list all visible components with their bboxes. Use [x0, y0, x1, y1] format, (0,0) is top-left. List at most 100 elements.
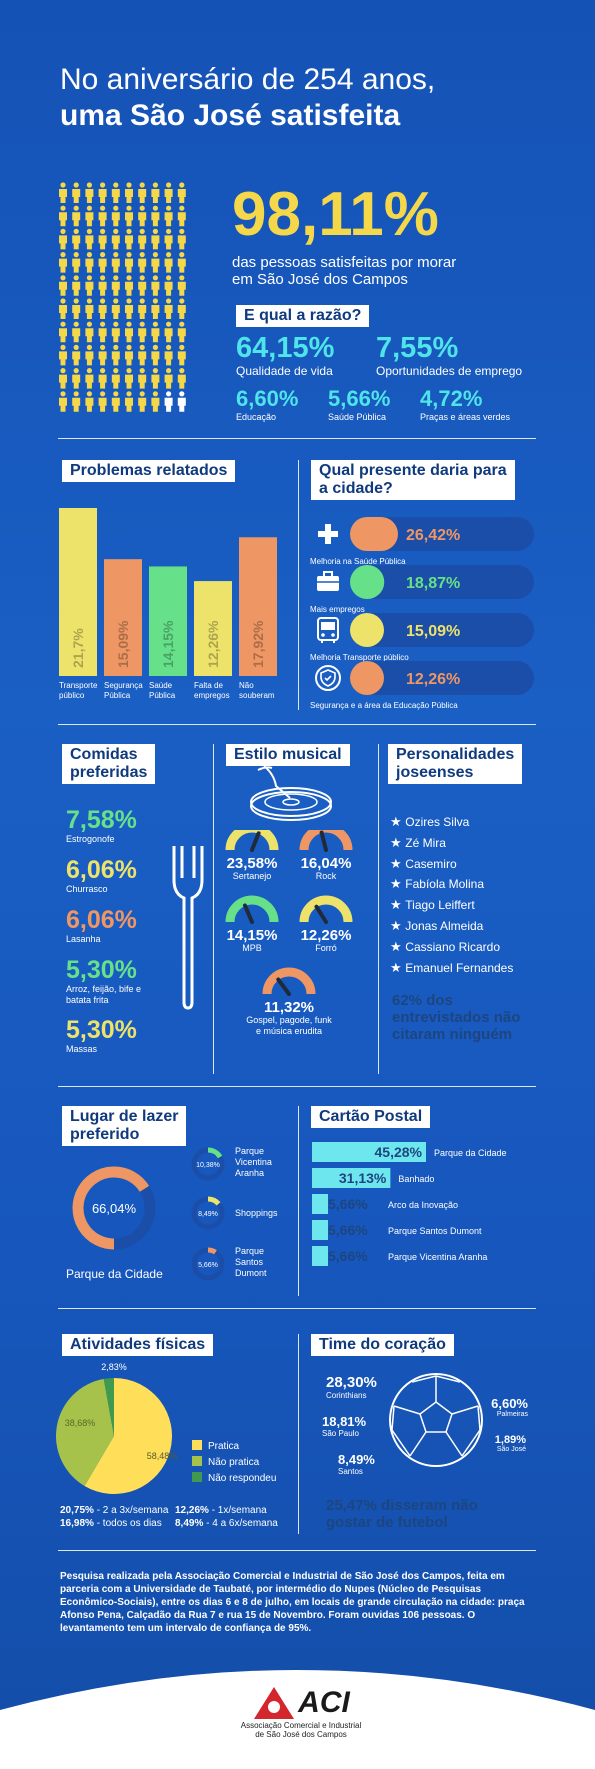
gift-value: 18,87% — [406, 575, 460, 592]
bar-value-label: 15,09% — [115, 620, 131, 668]
pill-fill — [350, 565, 385, 599]
legend-label: Pratica — [208, 1441, 240, 1452]
music-label: Sertanejo — [233, 871, 272, 881]
personality-item: ★ Ozires Silva — [390, 814, 469, 830]
person-icon — [98, 275, 107, 296]
person-icon — [72, 298, 81, 319]
legend-swatch — [192, 1456, 202, 1466]
reason-1-label: Qualidade de vida — [236, 364, 333, 378]
person-icon — [177, 205, 186, 227]
personality-name: Cassiano Ricardo — [405, 939, 500, 954]
person-icon — [125, 344, 133, 366]
person-icon — [164, 344, 173, 366]
person-icon — [59, 298, 67, 319]
person-icon — [98, 344, 107, 366]
leisure-title-line-2: preferido — [70, 1126, 140, 1143]
music-value: 16,04% — [301, 855, 352, 872]
freq-item: 8,49% - 4 a 6x/semana — [175, 1518, 278, 1529]
postcard-bar — [312, 1220, 328, 1240]
person-icon — [59, 228, 67, 250]
legend-label: Não pratica — [208, 1457, 260, 1468]
personality-item: ★ Fabíola Molina — [390, 876, 484, 892]
leisure-label: Parque — [235, 1246, 264, 1256]
food-value: 7,58% — [66, 806, 137, 834]
food-item: 5,30% Arroz, feijão, bife e batata frita — [66, 956, 176, 1006]
music-gauge — [299, 830, 353, 852]
person-icon — [151, 182, 160, 203]
gift-label: Melhoria na Saúde Pública — [310, 557, 406, 566]
leisure-arc — [207, 1196, 221, 1206]
food-item: 6,06% Lasanha — [66, 906, 176, 945]
person-icon — [177, 228, 186, 250]
postcard-value: 45,28% — [375, 1144, 423, 1160]
food-label: Lasanha — [66, 934, 101, 944]
team-palmeiras: 6,60% Palmeiras — [488, 1396, 528, 1418]
person-icon — [138, 321, 147, 343]
person-icon — [59, 321, 67, 343]
bar-value-label: 12,26% — [205, 620, 221, 668]
person-icon — [72, 252, 81, 273]
bar-category-label: Segurança — [104, 681, 143, 690]
personality-item: ★ Jonas Almeida — [390, 918, 483, 934]
reason-3: 6,60% Educação — [236, 386, 298, 422]
team-value: 28,30% — [326, 1374, 377, 1391]
football-title: Time do coração — [311, 1334, 454, 1356]
bus-icon — [317, 617, 339, 643]
shield-icon — [315, 665, 341, 691]
person-icon — [138, 252, 147, 273]
pill-track — [350, 517, 534, 551]
music-label: e música erudita — [256, 1026, 322, 1036]
person-icon — [111, 321, 120, 343]
person-icon — [59, 368, 67, 389]
person-icon — [151, 298, 160, 319]
person-icon — [138, 182, 147, 203]
leisure-label: Shoppings — [235, 1208, 278, 1218]
person-icon — [98, 298, 107, 319]
bar-category-label: empregos — [194, 691, 230, 700]
leisure-title-line-1: Lugar de lazer — [70, 1108, 179, 1125]
bar-value-label: 21,7% — [70, 628, 86, 668]
bar-category-label: Pública — [104, 691, 131, 700]
person-icon — [151, 252, 160, 273]
football-ball-icon — [389, 1373, 483, 1467]
person-icon — [177, 321, 186, 343]
person-icon — [125, 391, 133, 412]
team-label: Palmeiras — [496, 1411, 528, 1418]
person-icon — [138, 344, 147, 366]
person-icon — [59, 344, 67, 366]
music-value: 14,15% — [227, 927, 278, 944]
reason-1-value: 64,15% — [236, 332, 335, 364]
person-icon — [72, 275, 81, 296]
person-icon — [164, 252, 173, 273]
person-icon — [98, 252, 107, 273]
person-icon — [138, 228, 147, 250]
person-icon — [72, 344, 81, 366]
separator — [58, 438, 536, 439]
person-icon — [151, 321, 160, 343]
person-icon — [72, 205, 81, 227]
music-title: Estilo musical — [226, 744, 350, 766]
postcard-chart: 45,28% Parque da Cidade 31,13% Banhado 5,66%… — [312, 1142, 507, 1266]
person-icon — [151, 368, 160, 389]
page-title: No aniversário de 254 anos, uma São José… — [60, 62, 560, 134]
leisure-chart: 66,04%Parque da Cidade10,38%ParqueVicent… — [66, 1146, 278, 1281]
separator — [58, 724, 536, 725]
pie-value-label: 38,68% — [65, 1418, 96, 1428]
person-icon — [85, 298, 94, 319]
person-icon — [164, 391, 173, 412]
fork-icon — [172, 846, 204, 1010]
satisfaction-desc-line-2: em São José dos Campos — [232, 271, 408, 288]
music-value: 11,32% — [264, 999, 314, 1016]
postcard-label: Parque Vicentina Aranha — [388, 1252, 487, 1262]
leisure-main-arc — [72, 1166, 150, 1250]
aci-logo-sub-2: de São José dos Campos — [255, 1730, 347, 1739]
postcard-bar — [312, 1246, 328, 1266]
person-icon — [111, 228, 120, 250]
bar-value-label: 14,15% — [160, 620, 176, 668]
postcard-title: Cartão Postal — [311, 1106, 431, 1128]
gift-value: 15,09% — [406, 623, 460, 640]
reason-5-value: 4,72% — [420, 386, 483, 411]
personality-name: Jonas Almeida — [405, 919, 484, 933]
star-icon: ★ — [390, 897, 406, 913]
person-icon — [85, 321, 94, 343]
